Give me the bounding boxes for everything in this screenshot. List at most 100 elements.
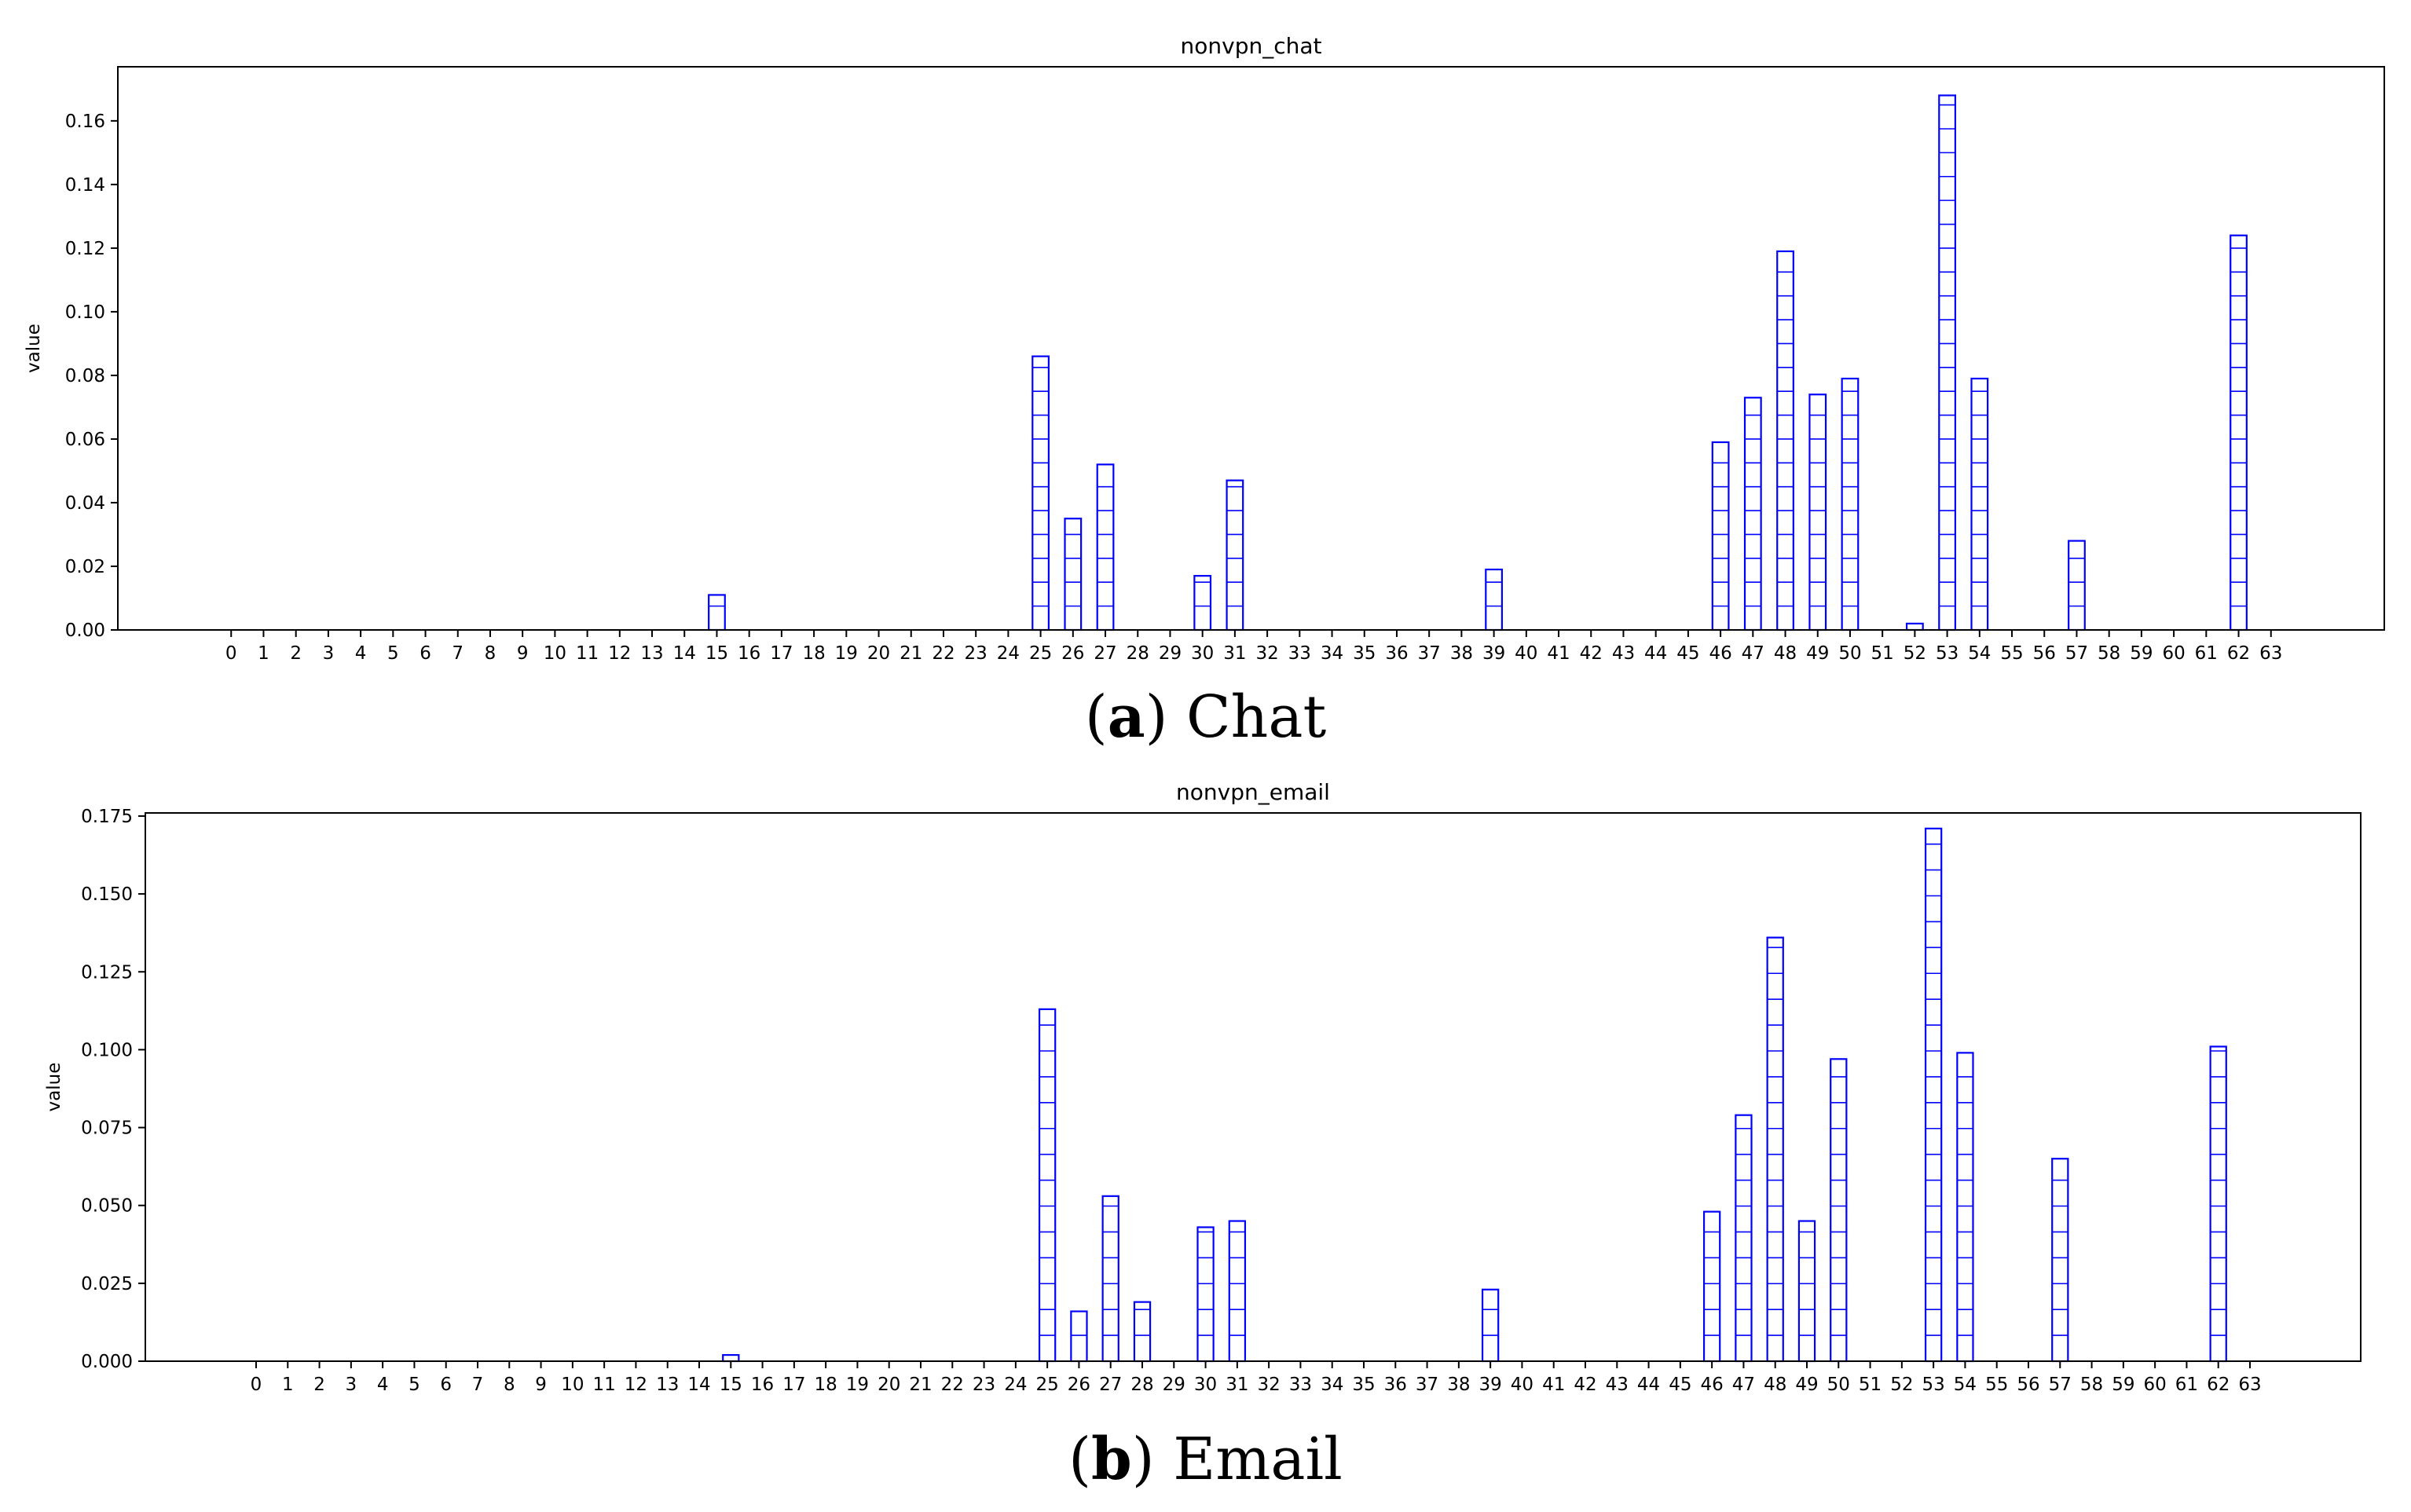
x-tick-label: 10 xyxy=(561,1375,584,1395)
bar xyxy=(1808,394,1827,632)
x-tick-label: 18 xyxy=(815,1375,837,1395)
x-tick-label: 20 xyxy=(867,643,890,664)
axes-frame xyxy=(145,812,2362,1362)
x-tick-label: 31 xyxy=(1223,643,1246,664)
x-tick-label: 50 xyxy=(1838,643,1861,664)
bar xyxy=(1905,622,1924,632)
x-tick-label: 4 xyxy=(355,643,367,664)
x-tick-label: 3 xyxy=(346,1375,357,1395)
x-tick-label: 27 xyxy=(1094,643,1116,664)
x-tick-label: 47 xyxy=(1732,1375,1755,1395)
x-tick-label: 2 xyxy=(313,1375,325,1395)
x-tick-label: 14 xyxy=(673,643,696,664)
x-tick-label: 60 xyxy=(2162,643,2185,664)
bar xyxy=(1830,1058,1848,1363)
bar xyxy=(1841,377,1860,632)
x-tick-label: 46 xyxy=(1709,643,1731,664)
x-tick-label: 41 xyxy=(1547,643,1570,664)
x-tick-label: 33 xyxy=(1289,1375,1312,1395)
x-tick-label: 60 xyxy=(2144,1375,2167,1395)
caption-email: (b) Email xyxy=(1068,1426,1343,1493)
x-tick-label: 52 xyxy=(1890,1375,1913,1395)
x-tick-label: 45 xyxy=(1669,1375,1691,1395)
x-tick-label: 42 xyxy=(1580,643,1603,664)
y-tick-label: 0.14 xyxy=(65,175,105,196)
caption-letter: b xyxy=(1091,1426,1132,1493)
x-tick-label: 12 xyxy=(608,643,631,664)
bar xyxy=(1956,1052,1974,1363)
x-tick-label: 54 xyxy=(1968,643,1991,664)
x-tick-label: 38 xyxy=(1450,643,1473,664)
bar xyxy=(1038,1008,1057,1363)
y-tick-label: 0.02 xyxy=(65,557,105,577)
x-tick-label: 29 xyxy=(1163,1375,1185,1395)
bar xyxy=(1711,441,1730,632)
x-tick-label: 17 xyxy=(782,1375,805,1395)
x-tick-label: 28 xyxy=(1130,1375,1153,1395)
bar xyxy=(1924,827,1943,1363)
bar xyxy=(1096,463,1115,632)
x-tick-label: 16 xyxy=(751,1375,774,1395)
x-tick-label: 44 xyxy=(1637,1375,1660,1395)
bar xyxy=(722,1353,740,1363)
x-tick-label: 30 xyxy=(1191,643,1214,664)
x-tick-label: 26 xyxy=(1068,1375,1090,1395)
x-tick-label: 35 xyxy=(1352,1375,1375,1395)
bar xyxy=(1797,1220,1816,1363)
x-tick-label: 15 xyxy=(705,643,728,664)
x-tick-label: 28 xyxy=(1127,643,1149,664)
caption-chat: (a) Chat xyxy=(1084,683,1327,751)
y-tick-label: 0.10 xyxy=(65,302,105,323)
x-tick-label: 20 xyxy=(878,1375,900,1395)
x-tick-label: 13 xyxy=(656,1375,679,1395)
x-tick-label: 1 xyxy=(282,1375,294,1395)
x-tick-label: 59 xyxy=(2130,643,2153,664)
chart-title: nonvpn_chat xyxy=(1181,33,1322,59)
y-tick-label: 0.075 xyxy=(81,1118,133,1139)
bar xyxy=(708,594,726,632)
x-tick-label: 14 xyxy=(687,1375,710,1395)
x-tick-label: 48 xyxy=(1774,643,1797,664)
x-tick-label: 45 xyxy=(1676,643,1699,664)
x-tick-label: 39 xyxy=(1482,643,1505,664)
x-tick-label: 32 xyxy=(1258,1375,1281,1395)
caption-text: Chat xyxy=(1186,683,1327,751)
y-tick-label: 0.08 xyxy=(65,366,105,386)
x-tick-label: 9 xyxy=(535,1375,547,1395)
x-tick-label: 42 xyxy=(1574,1375,1596,1395)
bar xyxy=(1101,1195,1119,1363)
x-tick-label: 61 xyxy=(2175,1375,2198,1395)
x-tick-label: 34 xyxy=(1321,1375,1343,1395)
x-tick-label: 19 xyxy=(835,643,858,664)
bar xyxy=(1485,568,1504,632)
x-tick-label: 7 xyxy=(472,1375,484,1395)
x-tick-label: 12 xyxy=(625,1375,647,1395)
x-tick-label: 40 xyxy=(1515,643,1537,664)
bar xyxy=(1970,377,1989,632)
bar xyxy=(1766,936,1784,1363)
x-tick-label: 57 xyxy=(2065,643,2088,664)
x-tick-label: 57 xyxy=(2049,1375,2072,1395)
x-tick-label: 2 xyxy=(290,643,302,664)
x-tick-label: 38 xyxy=(1447,1375,1470,1395)
x-tick-label: 51 xyxy=(1871,643,1894,664)
bar xyxy=(1743,397,1762,632)
x-tick-label: 5 xyxy=(387,643,399,664)
x-tick-label: 55 xyxy=(1985,1375,2008,1395)
x-tick-label: 36 xyxy=(1384,1375,1407,1395)
x-tick-label: 7 xyxy=(452,643,464,664)
x-tick-label: 53 xyxy=(1936,643,1958,664)
bar xyxy=(1226,479,1244,632)
x-tick-label: 56 xyxy=(2033,643,2056,664)
x-tick-label: 49 xyxy=(1806,643,1829,664)
x-tick-label: 33 xyxy=(1288,643,1311,664)
bar xyxy=(1481,1288,1500,1363)
x-tick-label: 8 xyxy=(485,643,496,664)
x-tick-label: 37 xyxy=(1416,1375,1438,1395)
x-tick-label: 43 xyxy=(1612,643,1635,664)
x-tick-label: 26 xyxy=(1061,643,1084,664)
x-tick-label: 53 xyxy=(1922,1375,1945,1395)
x-tick-label: 31 xyxy=(1226,1375,1248,1395)
y-tick-label: 0.06 xyxy=(65,430,105,450)
